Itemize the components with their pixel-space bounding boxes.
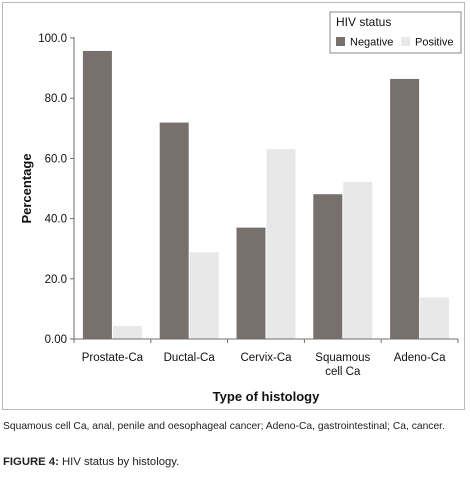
y-axis-title: Percentage — [19, 153, 34, 223]
x-category-label: Adeno-Ca — [394, 352, 446, 364]
y-tick-label: 100.0 — [38, 33, 67, 45]
x-category-label: Prostate-Ca — [82, 352, 144, 364]
figure-footnote: Squamous cell Ca, anal, penile and oesop… — [3, 421, 445, 432]
bar-positive-4 — [420, 297, 450, 339]
figure-caption-label: FIGURE 4: — [3, 456, 59, 468]
bar-positive-1 — [189, 252, 219, 339]
bar-positive-3 — [343, 181, 373, 339]
bar-positive-0 — [112, 326, 142, 339]
figure-caption: FIGURE 4: HIV status by histology. — [3, 456, 463, 468]
x-axis-title: Type of histology — [213, 389, 320, 404]
legend-label-positive: Positive — [415, 37, 454, 49]
x-category-label: Cervix-Ca — [240, 352, 292, 364]
y-tick-label: 40.0 — [45, 214, 67, 226]
legend-swatch-positive — [401, 37, 410, 46]
legend-label-negative: Negative — [350, 37, 393, 49]
x-category-label: Squamous — [315, 352, 370, 364]
legend-title: HIV status — [336, 15, 391, 29]
legend-swatch-negative — [336, 37, 345, 46]
bar-negative-2 — [236, 227, 266, 339]
x-category-label: Ductal-Ca — [164, 352, 216, 364]
figure-frame: 0.00 20.0 40.0 60.0 80.0 100.0 Prostate-Ca Duct… — [2, 2, 465, 410]
y-tick-label: 0.00 — [45, 334, 67, 346]
bar-chart: 0.00 20.0 40.0 60.0 80.0 100.0 Prostate-Ca Duct… — [19, 11, 462, 404]
y-tick-label: 20.0 — [45, 274, 67, 286]
bar-negative-3 — [313, 194, 343, 339]
bar-negative-0 — [82, 50, 112, 340]
bar-positive-2 — [266, 149, 296, 339]
figure-caption-text: HIV status by histology. — [62, 456, 180, 468]
y-tick-label: 60.0 — [45, 153, 67, 165]
bar-negative-1 — [159, 122, 189, 340]
y-tick-label: 80.0 — [45, 93, 67, 105]
x-category-label: cell Ca — [325, 366, 361, 378]
legend-box — [329, 11, 462, 54]
bar-negative-4 — [390, 78, 420, 339]
